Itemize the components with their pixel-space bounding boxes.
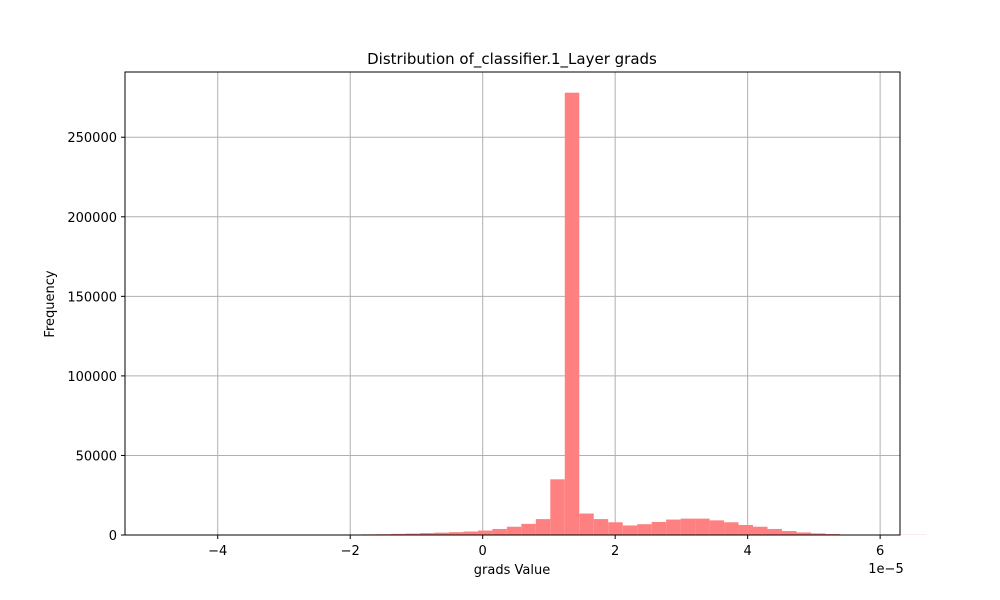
histogram-bar [405, 533, 420, 535]
y-tick-label: 100000 [67, 370, 117, 385]
y-tick-label: 150000 [67, 290, 117, 305]
x-axis-ticks: −4 −2 0 2 4 6 [208, 535, 884, 559]
y-tick-label: 0 [109, 529, 117, 544]
x-axis-offset-label: 1e−5 [868, 562, 903, 577]
y-axis-label: Frequency [43, 270, 58, 337]
y-tick-label: 200000 [67, 211, 117, 226]
histogram-bar [391, 533, 406, 535]
histogram-bar [564, 92, 580, 536]
histogram-bar [521, 523, 536, 535]
plot-area-frame [124, 71, 901, 536]
x-tick-label: −2 [341, 544, 360, 559]
histogram-bar [695, 518, 710, 535]
chart-title: Distribution of_classifier.1_Layer grads [367, 50, 657, 69]
histogram-bar [709, 520, 725, 535]
x-tick-label: −4 [208, 544, 227, 559]
histogram-bar [666, 519, 681, 535]
histogram-bar [434, 532, 449, 535]
x-tick-label: 2 [611, 544, 619, 559]
y-tick-label: 50000 [76, 449, 117, 464]
x-axis-label: grads Value [474, 563, 550, 578]
histogram-bar [796, 532, 811, 535]
histogram-bar [637, 524, 652, 535]
histogram-bar [535, 519, 551, 535]
histogram-bar [781, 531, 797, 535]
histogram-bar [579, 513, 594, 535]
histogram-bar [550, 479, 565, 535]
x-tick-label: 6 [876, 544, 884, 559]
histogram-bar [724, 522, 739, 535]
y-axis-ticks: 0 50000 100000 150000 200000 250000 [67, 131, 125, 544]
x-tick-label: 0 [479, 544, 487, 559]
histogram-bar [463, 531, 478, 535]
histogram-bar [608, 522, 623, 535]
histogram-bar [753, 526, 768, 535]
histogram-bar [593, 519, 609, 535]
y-tick-label: 250000 [67, 131, 117, 146]
histogram-bar [477, 530, 493, 535]
x-tick-label: 4 [744, 544, 752, 559]
histogram-bar [448, 532, 464, 535]
histogram-bar [767, 528, 782, 535]
histogram-bar [419, 533, 435, 535]
histogram-bar [506, 526, 522, 535]
histogram-bar [651, 521, 667, 535]
histogram-bars [144, 92, 927, 536]
histogram-bar [622, 525, 638, 535]
histogram-bar [738, 524, 754, 535]
histogram-bar [810, 533, 826, 535]
histogram-bar [680, 518, 696, 535]
histogram-bar [492, 528, 507, 535]
